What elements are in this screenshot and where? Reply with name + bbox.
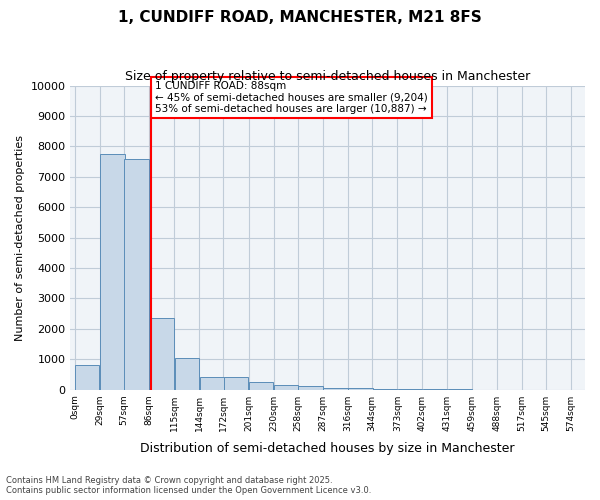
Bar xyxy=(298,386,323,390)
Title: Size of property relative to semi-detached houses in Manchester: Size of property relative to semi-detach… xyxy=(125,70,530,83)
Text: 1 CUNDIFF ROAD: 88sqm
← 45% of semi-detached houses are smaller (9,204)
53% of s: 1 CUNDIFF ROAD: 88sqm ← 45% of semi-deta… xyxy=(155,81,428,114)
Y-axis label: Number of semi-detached properties: Number of semi-detached properties xyxy=(15,134,25,340)
Bar xyxy=(373,388,397,390)
Bar xyxy=(75,366,100,390)
Bar xyxy=(323,388,347,390)
Bar xyxy=(224,376,248,390)
Bar xyxy=(349,388,373,390)
Text: 1, CUNDIFF ROAD, MANCHESTER, M21 8FS: 1, CUNDIFF ROAD, MANCHESTER, M21 8FS xyxy=(118,10,482,25)
Text: Contains HM Land Registry data © Crown copyright and database right 2025.
Contai: Contains HM Land Registry data © Crown c… xyxy=(6,476,371,495)
X-axis label: Distribution of semi-detached houses by size in Manchester: Distribution of semi-detached houses by … xyxy=(140,442,515,455)
Bar xyxy=(149,318,174,390)
Bar xyxy=(274,385,298,390)
Bar xyxy=(200,376,224,390)
Bar xyxy=(100,154,125,390)
Bar xyxy=(398,389,422,390)
Bar xyxy=(175,358,199,390)
Bar xyxy=(249,382,273,390)
Bar xyxy=(124,158,149,390)
